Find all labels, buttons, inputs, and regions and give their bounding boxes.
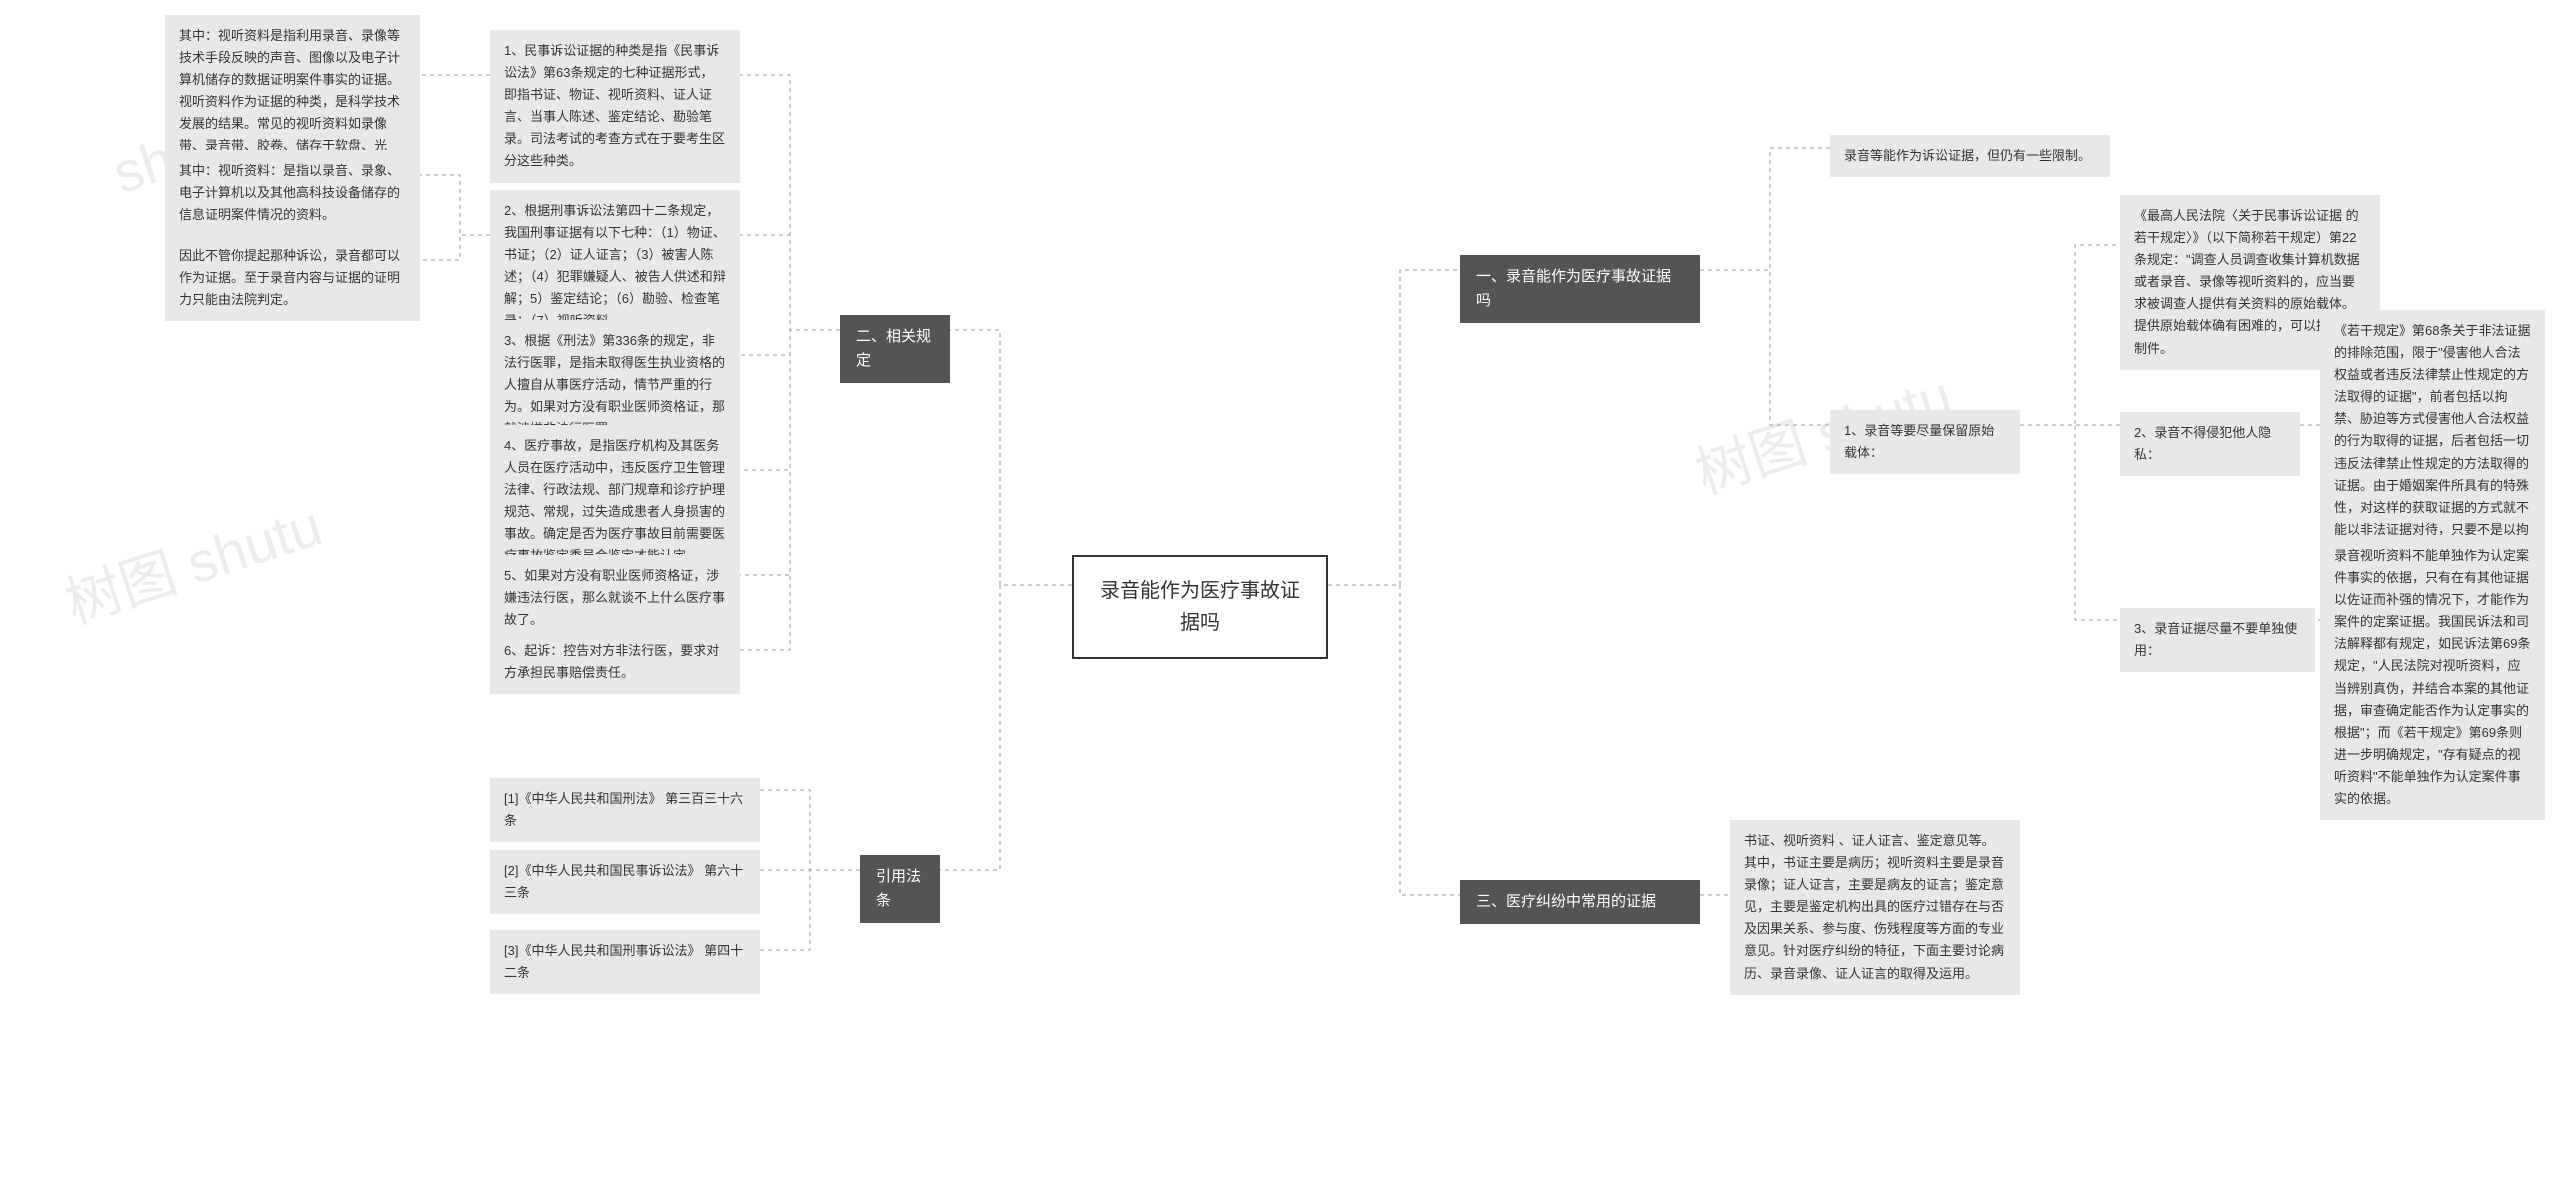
branch1-sub2-title: 2、录音不得侵犯他人隐私： xyxy=(2120,412,2300,476)
branch1-sub3-leaf: 录音视听资料不能单独作为认定案件事实的依据，只有在有其他证据以佐证而补强的情况下… xyxy=(2320,535,2545,820)
branch2-item2-sub2: 因此不管你提起那种诉讼，录音都可以作为证据。至于录音内容与证据的证明力只能由法院… xyxy=(165,235,420,321)
branch3-leaf: 书证、视听资料 、证人证言、鉴定意见等。其中，书证主要是病历；视听资料主要是录音… xyxy=(1730,820,2020,995)
branch2-item2-sub1: 其中：视听资料：是指以录音、录象、电子计算机以及其他高科技设备储存的信息证明案件… xyxy=(165,150,420,236)
branch-cite: 引用法条 xyxy=(860,855,940,923)
branch2-item5: 5、如果对方没有职业医师资格证，涉嫌违法行医，那么就谈不上什么医疗事故了。 xyxy=(490,555,740,641)
branch1-sub3-title: 3、录音证据尽量不要单独使用： xyxy=(2120,608,2315,672)
branch2-item6: 6、起诉：控告对方非法行医，要求对方承担民事赔偿责任。 xyxy=(490,630,740,694)
branch-2: 二、相关规定 xyxy=(840,315,950,383)
branch2-item1: 1、民事诉讼证据的种类是指《民事诉讼法》第63条规定的七种证据形式，即指书证、物… xyxy=(490,30,740,183)
cite-item3: [3]《中华人民共和国刑事诉讼法》 第四十二条 xyxy=(490,930,760,994)
cite-item1: [1]《中华人民共和国刑法》 第三百三十六条 xyxy=(490,778,760,842)
branch1-sub1-title: 1、录音等要尽量保留原始载体： xyxy=(1830,410,2020,474)
watermark: 树图 shutu xyxy=(54,481,331,640)
branch-1: 一、录音能作为医疗事故证据吗 xyxy=(1460,255,1700,323)
branch1-leaf1: 录音等能作为诉讼证据，但仍有一些限制。 xyxy=(1830,135,2110,177)
branch-3: 三、医疗纠纷中常用的证据 xyxy=(1460,880,1700,924)
cite-item2: [2]《中华人民共和国民事诉讼法》 第六十三条 xyxy=(490,850,760,914)
center-node: 录音能作为医疗事故证据吗 xyxy=(1072,555,1328,659)
